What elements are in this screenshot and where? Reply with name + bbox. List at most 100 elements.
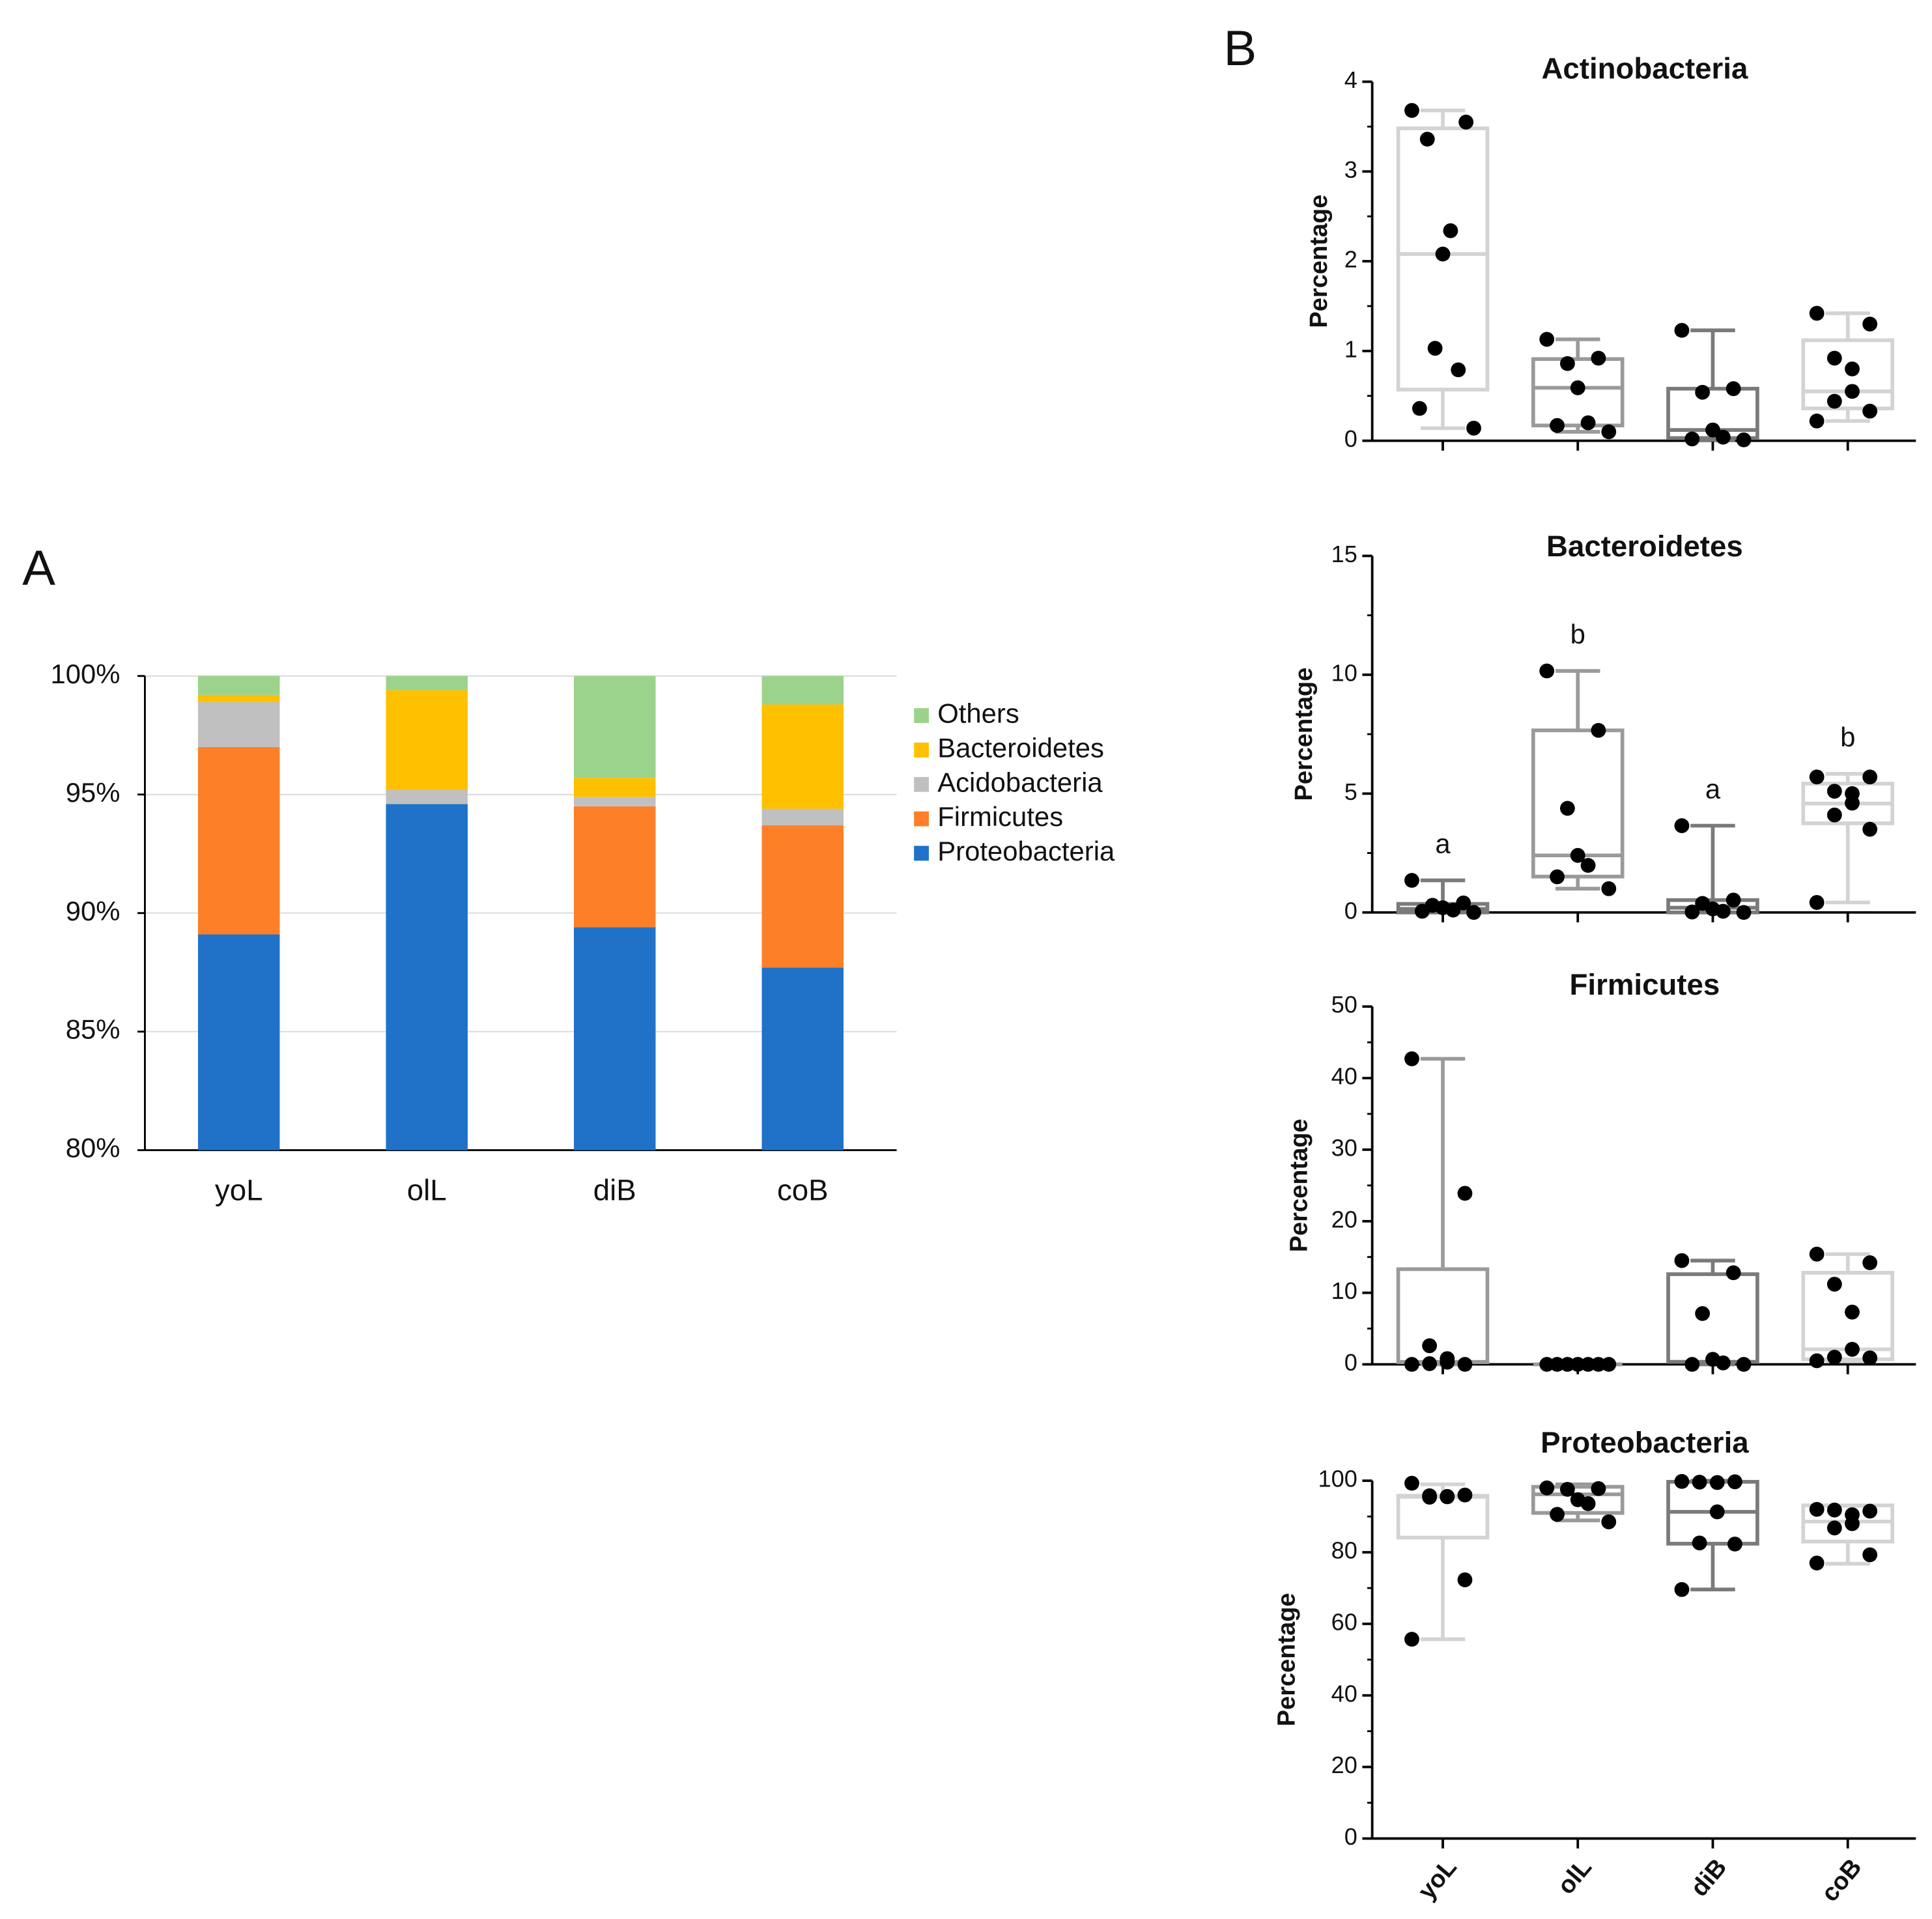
data-point: [1736, 1357, 1752, 1372]
box: [1801, 1503, 1895, 1544]
data-point: [1559, 356, 1575, 371]
data-point: [1826, 1520, 1842, 1536]
data-point: [1692, 1535, 1707, 1551]
data-point: [1601, 881, 1617, 896]
bar-segment: [761, 704, 844, 809]
bar-segment: [197, 694, 280, 702]
legend-label: Acidobacteria: [937, 767, 1103, 797]
data-point: [1809, 895, 1825, 910]
y-tick-label: 50: [1331, 991, 1357, 1018]
y-tick-label: 0: [1344, 897, 1357, 924]
x-tick-label: coB: [1816, 1854, 1867, 1907]
bar-segment: [574, 927, 656, 1150]
data-point: [1715, 429, 1731, 445]
y-tick-label: 20: [1331, 1206, 1357, 1232]
data-point: [1539, 332, 1555, 347]
y-tick-label: 20: [1331, 1752, 1357, 1778]
data-point: [1457, 1357, 1473, 1372]
data-point: [1414, 903, 1430, 919]
data-point: [1684, 904, 1700, 920]
y-tick-label: 0: [1344, 1349, 1357, 1376]
data-point: [1580, 1496, 1596, 1511]
data-point: [1674, 322, 1690, 338]
significance-letter: a: [1705, 773, 1721, 804]
legend-label: Others: [937, 698, 1019, 729]
y-axis-label: Percentage: [1305, 195, 1333, 328]
data-point: [1862, 821, 1878, 837]
data-point: [1695, 1306, 1711, 1321]
box: [1801, 1271, 1895, 1361]
data-point: [1456, 895, 1471, 911]
data-point: [1539, 1357, 1555, 1372]
data-point: [1809, 1501, 1825, 1517]
data-point: [1466, 905, 1481, 920]
data-point: [1559, 1357, 1575, 1372]
data-point: [1726, 381, 1741, 397]
data-point: [1862, 769, 1878, 785]
data-point: [1684, 1357, 1700, 1372]
data-point: [1559, 801, 1575, 816]
y-tick-label: 40: [1331, 1063, 1357, 1090]
bar-segment: [197, 702, 280, 747]
bar-segment: [761, 967, 844, 1150]
bar-segment: [386, 804, 468, 1150]
bar-segment: [386, 789, 468, 804]
data-point: [1845, 361, 1860, 377]
data-point: [1422, 1338, 1438, 1354]
data-point: [1550, 418, 1565, 433]
y-tick-label: 15: [1331, 541, 1357, 567]
data-point: [1404, 1632, 1419, 1647]
data-point: [1845, 795, 1860, 811]
data-point: [1404, 1357, 1419, 1372]
data-point: [1580, 858, 1596, 873]
legend-swatch: [914, 846, 929, 861]
data-point: [1404, 873, 1419, 888]
data-point: [1709, 1475, 1725, 1490]
x-tick-label: coB: [777, 1173, 829, 1206]
x-tick-label: yoL: [1413, 1854, 1462, 1905]
y-tick-label: 100: [1318, 1466, 1357, 1492]
bar-segment: [197, 934, 280, 1150]
legend-swatch: [914, 708, 929, 723]
box: [1531, 1485, 1625, 1515]
data-point: [1550, 1357, 1565, 1372]
box: [1531, 357, 1625, 428]
data-point: [1404, 103, 1419, 118]
data-point: [1826, 1502, 1842, 1518]
significance-letter: b: [1570, 619, 1585, 649]
y-axis-label: Percentage: [1290, 668, 1318, 801]
data-point: [1705, 422, 1720, 438]
data-point: [1862, 403, 1878, 419]
legend-swatch: [914, 811, 929, 827]
data-point: [1862, 1547, 1878, 1563]
panel-title: Firmicutes: [1570, 968, 1720, 1001]
data-point: [1826, 784, 1842, 799]
y-tick-label: 30: [1331, 1134, 1357, 1161]
data-point: [1736, 905, 1752, 920]
bar-segment: [574, 797, 656, 806]
box: [1801, 338, 1895, 410]
box: [1666, 1272, 1759, 1364]
x-tick-label: olL: [1552, 1854, 1597, 1900]
y-tick-label: 10: [1331, 1277, 1357, 1304]
panel-label: A: [22, 541, 55, 596]
bar-segment: [761, 675, 844, 705]
data-point: [1457, 1572, 1473, 1587]
y-tick-label: 2: [1344, 246, 1357, 273]
data-point: [1550, 1507, 1565, 1522]
x-tick-label: diB: [593, 1173, 636, 1206]
data-point: [1458, 115, 1474, 130]
y-tick-label: 3: [1344, 156, 1357, 183]
data-point: [1715, 903, 1731, 919]
data-point: [1559, 1481, 1575, 1497]
data-point: [1427, 341, 1443, 356]
y-axis-label: Percentage: [1273, 1593, 1300, 1726]
data-point: [1726, 1265, 1741, 1281]
data-point: [1580, 1357, 1596, 1372]
bar-segment: [197, 675, 280, 695]
data-point: [1826, 393, 1842, 409]
legend-label: Firmicutes: [937, 801, 1063, 832]
bar-segment: [574, 778, 656, 797]
data-point: [1412, 401, 1427, 416]
